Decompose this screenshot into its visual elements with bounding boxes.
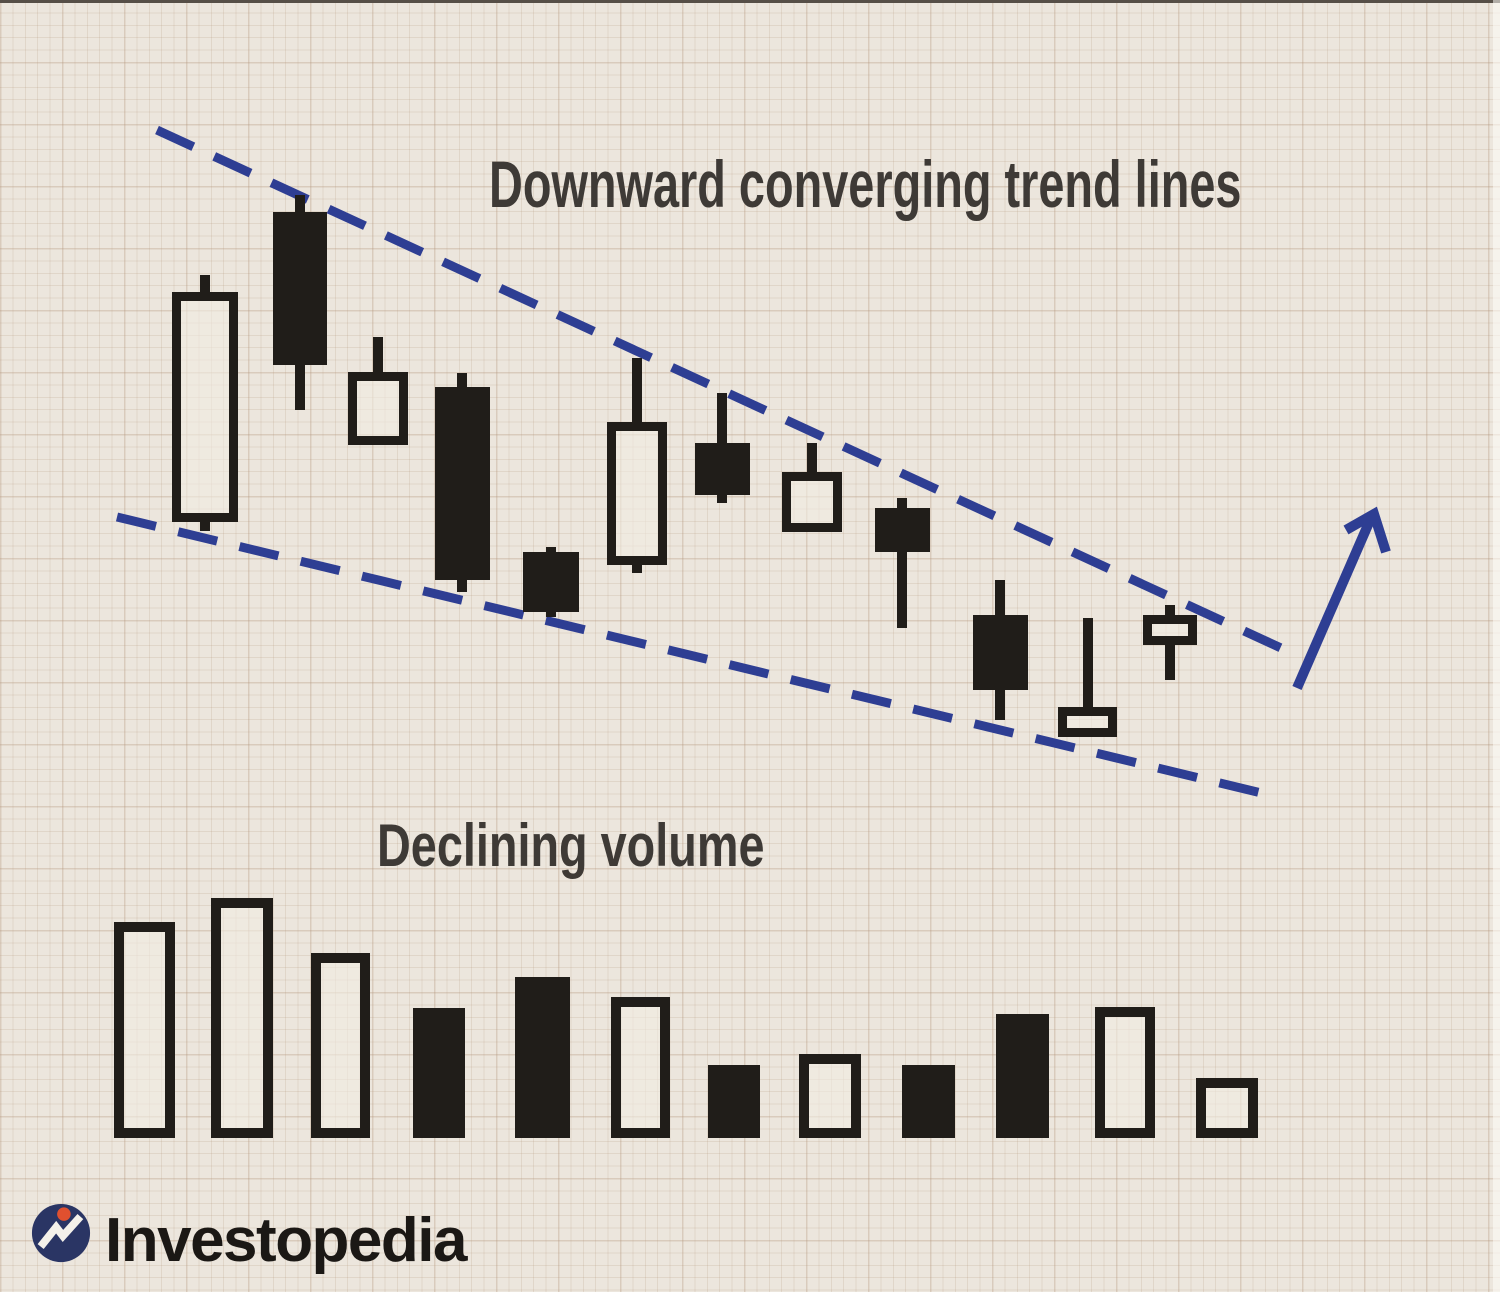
volume-bar-filled <box>413 1008 465 1138</box>
candle-bullish <box>1143 615 1197 645</box>
logo-i-swoosh <box>37 1213 84 1249</box>
logo-dot-icon <box>57 1207 71 1221</box>
volume-bar-hollow <box>211 898 273 1138</box>
volume-bar-filled <box>902 1065 955 1138</box>
breakout-arrow-head-icon <box>1343 506 1391 554</box>
top-edge-line <box>0 0 1500 3</box>
candle-bearish <box>435 387 490 580</box>
volume-bar-hollow <box>799 1054 861 1138</box>
trend-lines-title: Downward converging trend lines <box>489 147 1242 221</box>
volume-bar-hollow <box>1095 1007 1155 1138</box>
volume-bar-hollow <box>1196 1078 1258 1138</box>
upper-trendline <box>155 125 1283 653</box>
volume-bar-hollow <box>311 953 370 1138</box>
candle-bullish <box>607 422 667 565</box>
volume-bar-filled <box>708 1065 760 1138</box>
volume-bar-hollow <box>114 922 175 1138</box>
candle-bearish <box>273 212 327 365</box>
volume-bar-hollow <box>611 997 670 1138</box>
volume-bar-filled <box>515 977 570 1138</box>
candle-bearish <box>973 615 1028 690</box>
lower-trendline <box>115 512 1276 801</box>
investopedia-logo: Investopedia <box>30 1202 468 1275</box>
candle-bullish <box>172 292 238 522</box>
candle-bullish <box>1058 707 1117 737</box>
breakout-arrow-shaft <box>1292 516 1376 690</box>
candle-bullish <box>782 472 842 532</box>
right-edge-strip <box>1493 0 1500 1292</box>
investopedia-wordmark: Investopedia <box>105 1206 468 1275</box>
declining-volume-title: Declining volume <box>377 812 765 879</box>
candle-bearish <box>695 443 750 495</box>
candle-bearish <box>875 508 930 552</box>
volume-bar-filled <box>996 1014 1049 1138</box>
candle-bullish <box>348 372 408 445</box>
investopedia-logo-icon <box>31 1203 91 1263</box>
candle-bearish <box>523 552 579 612</box>
